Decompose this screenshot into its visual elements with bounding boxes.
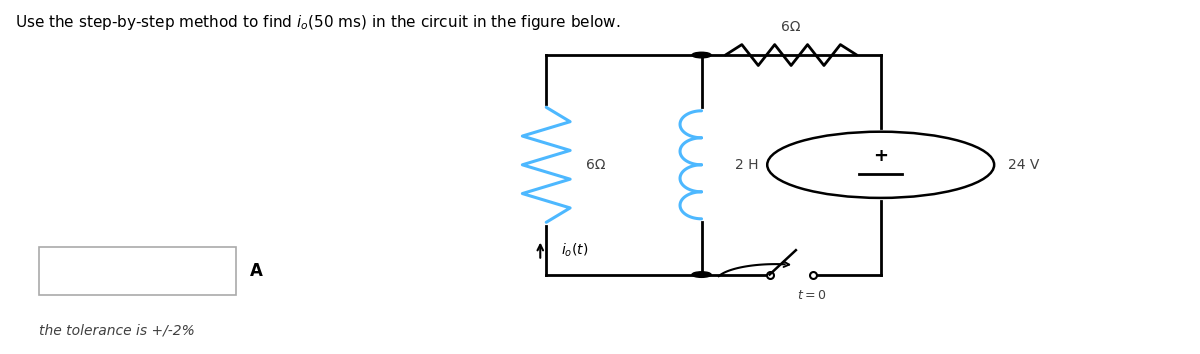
Text: $t = 0$: $t = 0$: [797, 289, 827, 302]
Text: 24 V: 24 V: [1008, 158, 1040, 172]
Text: $i_o(t)$: $i_o(t)$: [560, 241, 588, 259]
Text: the tolerance is +/-2%: the tolerance is +/-2%: [38, 323, 194, 337]
Text: Use the step-by-step method to find $i_o$(50 ms) in the circuit in the figure be: Use the step-by-step method to find $i_o…: [14, 13, 620, 32]
Circle shape: [692, 52, 712, 58]
Text: A: A: [250, 262, 263, 280]
Text: 6Ω: 6Ω: [781, 20, 800, 34]
Circle shape: [692, 272, 712, 277]
Text: 6Ω: 6Ω: [586, 158, 605, 172]
FancyBboxPatch shape: [38, 247, 235, 296]
Text: 2 H: 2 H: [734, 158, 758, 172]
Text: +: +: [874, 147, 888, 165]
